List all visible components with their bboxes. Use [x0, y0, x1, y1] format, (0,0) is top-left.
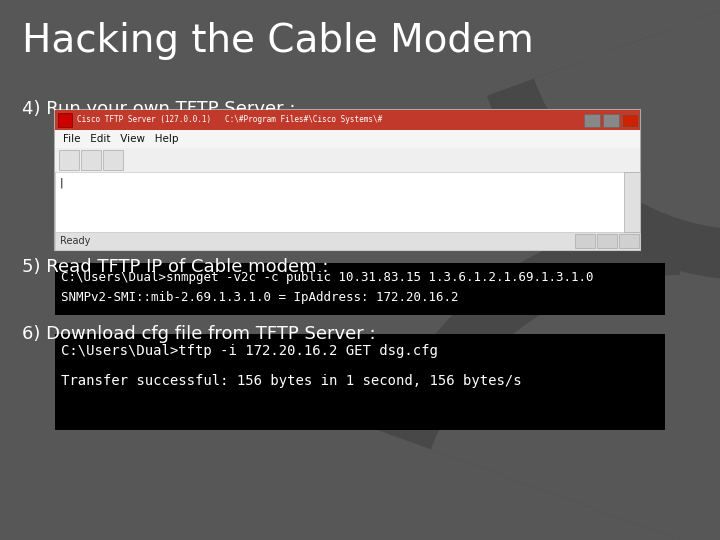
Text: File   Edit   View   Help: File Edit View Help [63, 134, 179, 144]
FancyBboxPatch shape [55, 334, 665, 430]
Text: SNMPv2-SMI::mib-2.69.1.3.1.0 = IpAddress: 172.20.16.2: SNMPv2-SMI::mib-2.69.1.3.1.0 = IpAddress… [61, 291, 459, 304]
FancyBboxPatch shape [55, 110, 640, 130]
FancyBboxPatch shape [597, 234, 617, 248]
Text: Ready: Ready [60, 236, 91, 246]
Wedge shape [379, 220, 680, 540]
FancyBboxPatch shape [55, 130, 640, 148]
FancyBboxPatch shape [619, 234, 639, 248]
FancyBboxPatch shape [603, 114, 619, 127]
FancyBboxPatch shape [55, 148, 640, 172]
FancyBboxPatch shape [624, 172, 640, 232]
FancyBboxPatch shape [81, 150, 101, 170]
FancyBboxPatch shape [575, 234, 595, 248]
Text: Transfer successful: 156 bytes in 1 second, 156 bytes/s: Transfer successful: 156 bytes in 1 seco… [61, 374, 521, 388]
FancyBboxPatch shape [584, 114, 600, 127]
Wedge shape [431, 275, 680, 540]
Text: |: | [60, 177, 63, 187]
FancyBboxPatch shape [103, 150, 123, 170]
Text: Cisco TFTP Server (127.0.0.1)   C:\#Program Files#\Cisco Systems\#: Cisco TFTP Server (127.0.0.1) C:\#Progra… [77, 116, 382, 125]
Text: 4) Run your own TFTP Server :: 4) Run your own TFTP Server : [22, 100, 295, 118]
FancyBboxPatch shape [58, 113, 72, 127]
Wedge shape [534, 0, 720, 230]
Wedge shape [487, 0, 720, 280]
Text: C:\Users\Dual>snmpget -v2c -c public 10.31.83.15 1.3.6.1.2.1.69.1.3.1.0: C:\Users\Dual>snmpget -v2c -c public 10.… [61, 271, 593, 284]
FancyBboxPatch shape [55, 232, 640, 250]
FancyBboxPatch shape [59, 150, 79, 170]
Text: C:\Users\Dual>tftp -i 172.20.16.2 GET dsg.cfg: C:\Users\Dual>tftp -i 172.20.16.2 GET ds… [61, 344, 438, 358]
Text: 5) Read TFTP IP of Cable modem :: 5) Read TFTP IP of Cable modem : [22, 258, 328, 276]
Text: Hacking the Cable Modem: Hacking the Cable Modem [22, 22, 534, 60]
FancyBboxPatch shape [55, 263, 665, 315]
FancyBboxPatch shape [622, 114, 638, 127]
FancyBboxPatch shape [55, 172, 640, 232]
FancyBboxPatch shape [55, 110, 640, 250]
Text: 6) Download cfg file from TFTP Server :: 6) Download cfg file from TFTP Server : [22, 325, 376, 343]
